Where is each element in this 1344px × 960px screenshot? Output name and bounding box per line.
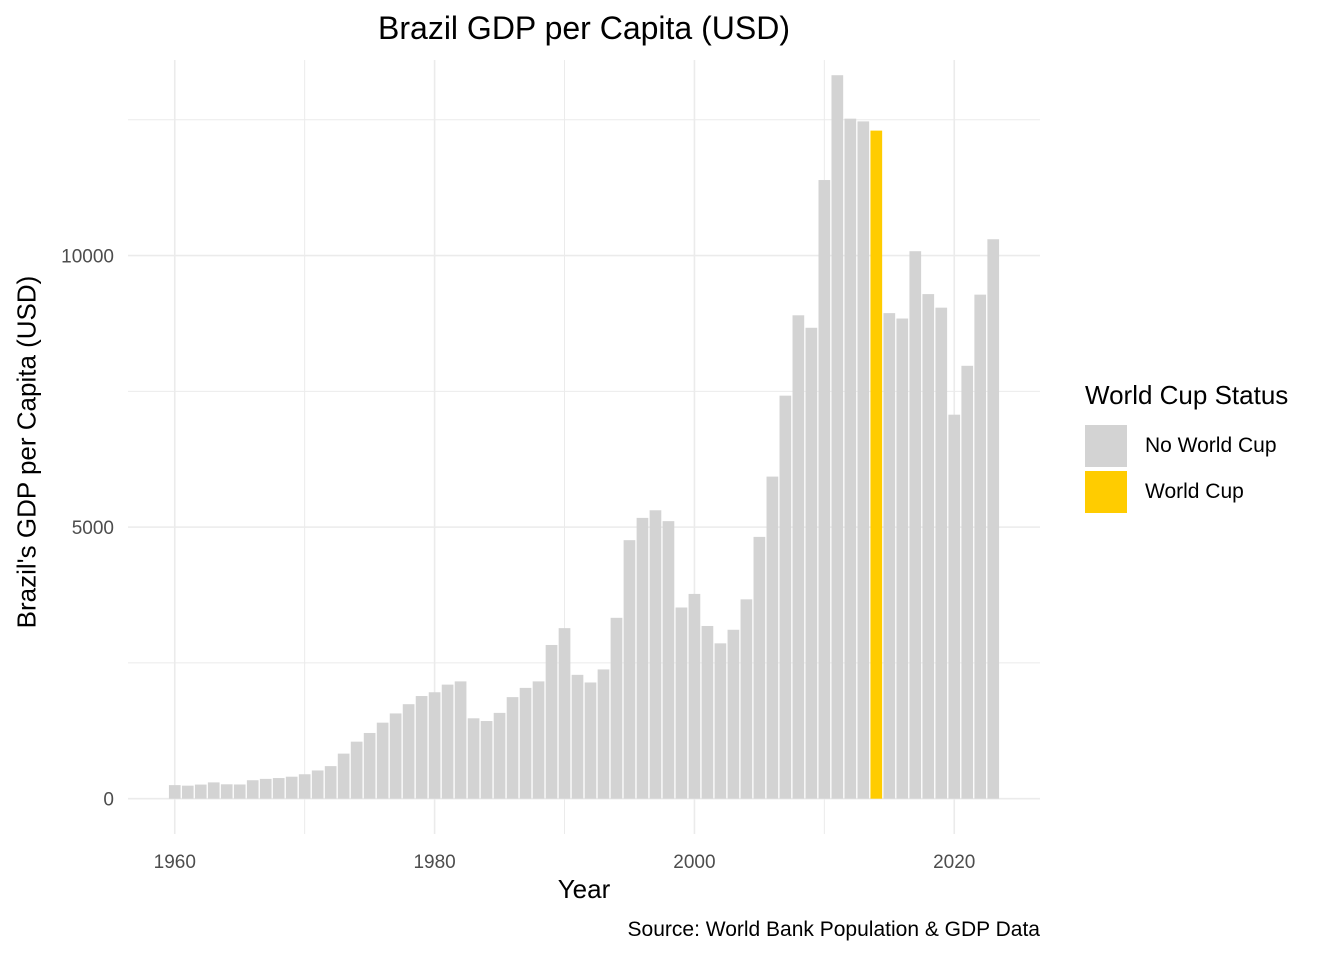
bar-1997 <box>649 510 662 799</box>
bar-1963 <box>207 782 220 799</box>
bar-1971 <box>311 770 324 799</box>
bar-2005 <box>753 536 766 799</box>
bar-2007 <box>779 395 792 799</box>
bar-1973 <box>337 753 350 799</box>
x-tick-label: 2020 <box>933 852 975 873</box>
bar-2003 <box>727 629 740 799</box>
bar-1980 <box>428 692 441 799</box>
y-tick-label: 5000 <box>72 518 114 539</box>
x-axis-label: Year <box>557 874 611 904</box>
bar-1985 <box>493 712 506 799</box>
bar-1979 <box>415 696 428 799</box>
bar-1965 <box>233 784 246 799</box>
bar-1982 <box>454 681 467 799</box>
bar-1983 <box>467 718 480 799</box>
bar-1962 <box>194 784 207 799</box>
bar-1984 <box>480 721 493 799</box>
y-axis-ticks: 0 5000 10000 <box>61 247 114 811</box>
bar-1969 <box>285 776 298 799</box>
bar-2009 <box>805 327 818 799</box>
bar-1992 <box>584 682 597 799</box>
legend-label-no-world-cup: No World Cup <box>1145 434 1277 457</box>
bar-2022 <box>974 294 987 799</box>
bar-1968 <box>272 778 285 799</box>
bar-2010 <box>818 180 831 799</box>
bar-1998 <box>662 521 675 799</box>
x-axis-ticks: 1960 1980 2000 2020 <box>154 852 976 873</box>
x-tick-label: 1960 <box>154 852 196 873</box>
y-tick-label: 0 <box>103 790 114 811</box>
bar-1986 <box>506 697 519 799</box>
bar-2013 <box>857 121 870 799</box>
bar-2020 <box>948 414 961 799</box>
y-axis-label: Brazil's GDP per Capita (USD) <box>11 275 42 629</box>
bar-2021 <box>961 365 974 799</box>
legend: World Cup Status No World Cup World Cup <box>1085 380 1288 515</box>
legend-title: World Cup Status <box>1085 380 1289 410</box>
y-tick-label: 10000 <box>61 247 114 268</box>
bar-1995 <box>623 540 636 799</box>
bar-1978 <box>402 704 415 799</box>
bar-1972 <box>324 766 337 799</box>
bar-2012 <box>844 118 857 799</box>
bar-2000 <box>688 593 701 799</box>
bar-1970 <box>298 774 311 799</box>
legend-item-no-world-cup: No World Cup <box>1085 423 1288 469</box>
bar-2016 <box>896 318 909 799</box>
legend-item-world-cup: World Cup <box>1085 469 1288 515</box>
legend-swatch-world-cup <box>1085 471 1127 513</box>
bar-1967 <box>259 778 272 799</box>
bar-2004 <box>740 599 753 799</box>
bar-2002 <box>714 643 727 799</box>
bar-1975 <box>363 732 376 799</box>
chart-title: Brazil GDP per Capita (USD) <box>378 10 790 46</box>
bar-1990 <box>558 628 571 799</box>
bar-1994 <box>610 617 623 799</box>
bar-2015 <box>883 313 896 799</box>
bar-2019 <box>935 307 948 799</box>
x-tick-label: 1980 <box>413 852 455 873</box>
bar-2014 <box>870 130 883 799</box>
legend-label-world-cup: World Cup <box>1145 480 1244 503</box>
bar-1981 <box>441 684 454 799</box>
bar-1987 <box>519 687 532 799</box>
source-caption: Source: World Bank Population & GDP Data <box>627 918 1040 941</box>
bar-1991 <box>571 674 584 799</box>
legend-swatch-no-world-cup <box>1085 425 1127 467</box>
bar-1996 <box>636 517 649 799</box>
bar-1999 <box>675 607 688 799</box>
bar-1993 <box>597 669 610 799</box>
bar-2001 <box>701 625 714 799</box>
bar-1960 <box>168 785 181 799</box>
bar-1964 <box>220 784 233 799</box>
bar-1966 <box>246 780 259 799</box>
bar-2018 <box>922 294 935 799</box>
bar-1961 <box>181 785 194 799</box>
bar-2017 <box>909 251 922 799</box>
bar-2023 <box>987 239 1000 799</box>
bars <box>168 75 1000 799</box>
bar-2011 <box>831 75 844 799</box>
bar-1977 <box>389 713 402 799</box>
bar-1989 <box>545 644 558 799</box>
bar-2008 <box>792 315 805 799</box>
bar-1976 <box>376 722 389 799</box>
bar-1988 <box>532 681 545 799</box>
bar-1974 <box>350 741 363 799</box>
x-tick-label: 2000 <box>673 852 715 873</box>
bar-2006 <box>766 476 779 799</box>
